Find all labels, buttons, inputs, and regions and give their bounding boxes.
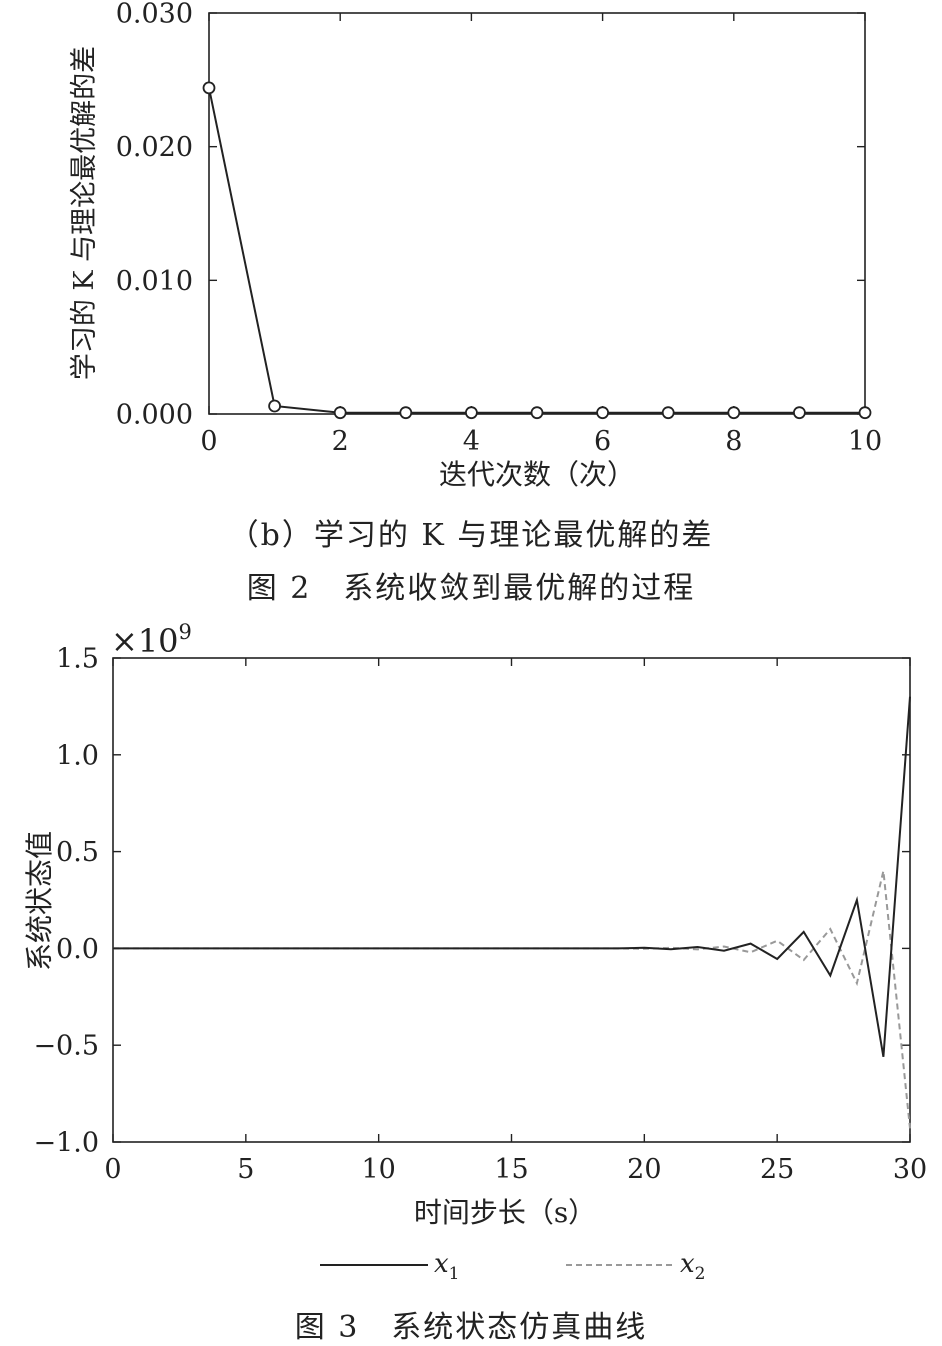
convergence-chart: 0.000 0.010 0.020 0.030 0 2 4 6 8 10 迭代次数（次） 学习的… bbox=[69, 0, 882, 491]
data-point-marker bbox=[858, 406, 872, 420]
y-tick-group: 0.000 0.010 0.020 0.030 bbox=[116, 0, 865, 430]
y-tick-label: 0.5 bbox=[56, 837, 99, 868]
y-tick-label: 1.0 bbox=[56, 740, 99, 771]
x-tick-label: 8 bbox=[725, 426, 742, 457]
figure-3-caption: 图 3 系统状态仿真曲线 bbox=[294, 1310, 648, 1345]
x-tick-label: 6 bbox=[594, 426, 611, 457]
series-x2-line bbox=[113, 870, 911, 1129]
data-point-marker bbox=[464, 406, 478, 420]
legend-x1-label: x1 bbox=[434, 1249, 460, 1284]
y-tick-label: 0.000 bbox=[116, 399, 193, 430]
legend: x1 x2 bbox=[320, 1249, 706, 1284]
y-tick-label: 0.010 bbox=[116, 266, 193, 297]
y-axis-label: 学习的 K 与理论最优解的差 bbox=[69, 46, 100, 380]
plot-frame bbox=[112, 657, 911, 1143]
figure-2-caption: 图 2 系统收敛到最优解的过程 bbox=[246, 571, 696, 606]
y-tick-label: 0.030 bbox=[116, 0, 193, 29]
data-point-marker bbox=[661, 406, 675, 420]
x-tick-label: 2 bbox=[332, 426, 349, 457]
y-axis-label: 系统状态值 bbox=[23, 831, 56, 971]
figure-2b-subcaption: （b）学习的 K 与理论最优解的差 bbox=[228, 518, 714, 553]
data-point-marker bbox=[399, 406, 413, 420]
data-point-marker bbox=[333, 406, 347, 420]
x-axis-label: 迭代次数（次） bbox=[439, 458, 635, 491]
x-tick-label: 10 bbox=[848, 426, 882, 457]
series-group bbox=[113, 696, 911, 1129]
x-tick-group: 0 5 10 15 20 25 30 bbox=[104, 658, 927, 1185]
series-x1-line bbox=[113, 696, 911, 1057]
x-tick-label: 25 bbox=[760, 1154, 794, 1185]
y-tick-label: 1.5 bbox=[56, 643, 99, 674]
marker-group bbox=[202, 81, 872, 420]
legend-x2-label: x2 bbox=[680, 1249, 706, 1284]
x-tick-label: 0 bbox=[200, 426, 217, 457]
x-tick-label: 30 bbox=[893, 1154, 927, 1185]
data-point-marker bbox=[596, 406, 609, 420]
state-simulation-chart: ×109 −1.0 −0.5 0.0 0.5 1.0 1.5 0 5 10 15 20 25 30 时… bbox=[23, 620, 927, 1284]
x-tick-group: 0 2 4 6 8 10 bbox=[200, 13, 882, 457]
y-tick-label: 0.0 bbox=[56, 934, 99, 965]
data-point-marker bbox=[268, 399, 282, 413]
x-tick-label: 10 bbox=[361, 1154, 395, 1185]
data-point-marker bbox=[793, 406, 806, 420]
y-tick-label: −0.5 bbox=[33, 1031, 99, 1062]
x-axis-label: 时间步长（s） bbox=[414, 1196, 596, 1229]
multiplier-label: ×109 bbox=[111, 620, 192, 660]
x-tick-label: 5 bbox=[237, 1154, 254, 1185]
y-tick-label: 0.020 bbox=[116, 132, 193, 163]
data-point-marker bbox=[727, 406, 741, 420]
data-point-marker bbox=[530, 406, 544, 420]
x-tick-label: 20 bbox=[627, 1154, 661, 1185]
y-tick-label: −1.0 bbox=[33, 1127, 99, 1158]
x-tick-label: 15 bbox=[494, 1154, 528, 1185]
y-tick-group: −1.0 −0.5 0.0 0.5 1.0 1.5 bbox=[33, 643, 910, 1158]
x-tick-label: 0 bbox=[104, 1154, 121, 1185]
x-tick-label: 4 bbox=[463, 426, 480, 457]
data-point-marker bbox=[202, 81, 216, 95]
